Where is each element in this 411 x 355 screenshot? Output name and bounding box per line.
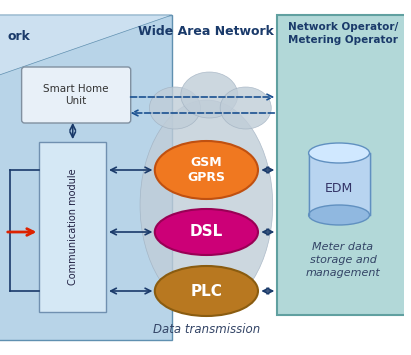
Text: Smart Home
Unit: Smart Home Unit	[43, 84, 109, 106]
Ellipse shape	[140, 100, 273, 310]
Ellipse shape	[155, 266, 258, 316]
Bar	[309, 153, 369, 215]
Ellipse shape	[149, 87, 201, 129]
Text: Communication module: Communication module	[68, 169, 78, 285]
Text: Wide Area Network: Wide Area Network	[139, 25, 274, 38]
Polygon shape	[0, 15, 172, 85]
Bar	[277, 15, 410, 315]
Text: PLC: PLC	[190, 284, 222, 299]
Text: EDM: EDM	[325, 182, 353, 196]
Ellipse shape	[155, 141, 258, 199]
Text: GSM
GPRS: GSM GPRS	[187, 156, 225, 184]
FancyBboxPatch shape	[22, 67, 131, 123]
Bar	[39, 142, 106, 312]
Ellipse shape	[220, 87, 271, 129]
Ellipse shape	[309, 143, 369, 163]
Text: ork: ork	[8, 30, 31, 43]
Ellipse shape	[155, 209, 258, 255]
Bar	[0, 15, 172, 340]
Ellipse shape	[309, 205, 369, 225]
Text: Network Operator/
Metering Operator: Network Operator/ Metering Operator	[288, 22, 398, 45]
Text: Meter data
storage and
management: Meter data storage and management	[306, 242, 380, 278]
Text: DSL: DSL	[190, 224, 223, 240]
Ellipse shape	[181, 72, 238, 118]
Text: Data transmission: Data transmission	[153, 323, 260, 336]
